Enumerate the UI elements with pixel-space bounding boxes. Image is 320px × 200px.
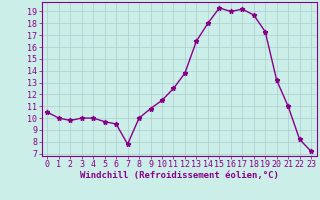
X-axis label: Windchill (Refroidissement éolien,°C): Windchill (Refroidissement éolien,°C) [80,171,279,180]
